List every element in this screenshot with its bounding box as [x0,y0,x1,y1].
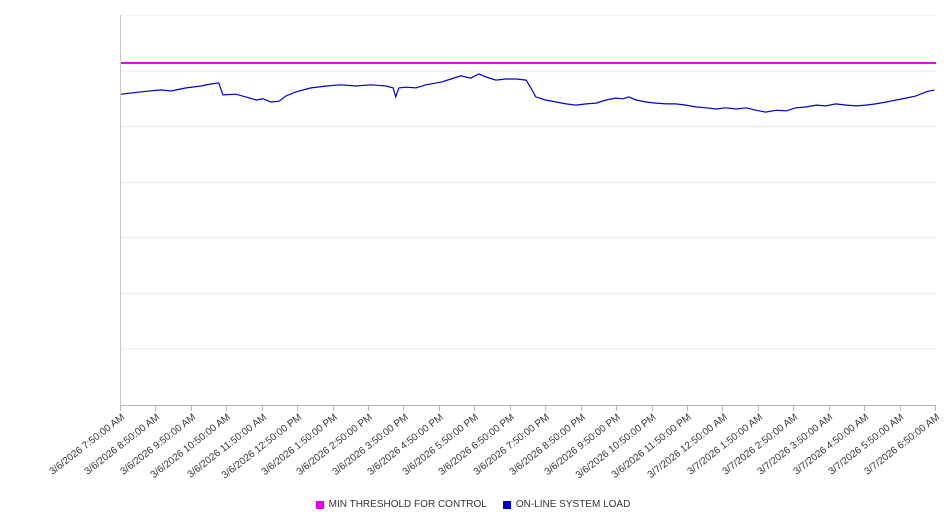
legend-label-min-threshold: MIN THRESHOLD FOR CONTROL [328,499,487,510]
plot-area [120,15,936,406]
x-axis-tick [651,406,653,411]
x-axis-tick [403,406,405,411]
x-axis-tick [332,406,334,411]
x-axis-tick [828,406,830,411]
system-load-line [121,73,935,113]
chart-legend: MIN THRESHOLD FOR CONTROL ON-LINE SYSTEM… [0,499,946,510]
x-axis-tick [722,406,724,411]
x-axis-tick [545,406,547,411]
x-axis-tick [580,406,582,411]
x-axis-tick [438,406,440,411]
x-axis-tick [935,406,936,411]
x-axis-tick [155,406,157,411]
x-axis-tick [509,406,511,411]
x-axis-tick [120,406,121,411]
x-axis-tick [297,406,299,411]
x-axis-tick [190,406,192,411]
x-axis-tick [474,406,476,411]
x-axis-tick [864,406,866,411]
x-axis-tick [261,406,263,411]
legend-label-system-load: ON-LINE SYSTEM LOAD [515,499,631,510]
x-axis-tick [793,406,795,411]
x-axis-tick [757,406,759,411]
x-axis-tick [686,406,688,411]
x-axis-tick [616,406,618,411]
plot-svg [121,15,936,350]
x-axis-tick [368,406,370,411]
x-axis-tick [226,406,228,411]
legend-swatch-magenta-icon [315,500,324,509]
x-axis-tick [899,406,901,411]
legend-item-min-threshold[interactable]: MIN THRESHOLD FOR CONTROL [315,499,487,510]
legend-item-system-load[interactable]: ON-LINE SYSTEM LOAD [502,499,631,510]
legend-swatch-blue-icon [502,500,511,509]
